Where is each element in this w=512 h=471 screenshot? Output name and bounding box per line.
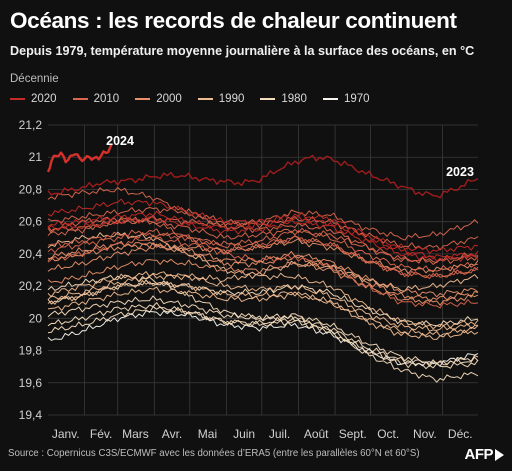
series-line-1985	[47, 302, 479, 370]
chart-title: Océans : les records de chaleur continue…	[10, 8, 457, 33]
series-line-1983	[47, 274, 479, 383]
legend-label: 2020	[31, 93, 57, 105]
x-tick-label: Oct.	[377, 427, 399, 441]
series-line-1991	[47, 280, 479, 340]
x-tick-label: Juin	[233, 427, 255, 441]
legend-label: 2000	[156, 93, 182, 105]
x-tick-label: Nov.	[413, 427, 437, 441]
series-line-2016	[47, 186, 479, 265]
y-tick-label: 19,8	[19, 344, 43, 358]
legend-title: Décennie	[10, 73, 59, 85]
y-tick-label: 20,6	[19, 215, 43, 229]
x-tick-label: Avr.	[162, 427, 182, 441]
x-tick-label: Déc.	[448, 427, 473, 441]
legend-swatch	[197, 98, 213, 100]
legend: 2020 2010 2000 1990 1980 1970	[10, 91, 505, 107]
annotation-2023: 2023	[446, 165, 474, 179]
legend-swatch	[72, 98, 88, 100]
afp-logo-mark-icon	[495, 448, 504, 461]
series-line-2010	[47, 216, 479, 309]
legend-label: 1980	[281, 93, 307, 105]
series-line-2018	[47, 228, 479, 279]
legend-swatch	[322, 98, 338, 100]
series-line-2012	[47, 234, 479, 279]
series-line-1998	[47, 231, 479, 330]
source-note: Source : Copernicus C3S/ECMWF avec les d…	[8, 448, 420, 459]
legend-item-1990: 1990	[197, 93, 245, 105]
series-line-2020	[47, 198, 479, 254]
y-tick-label: 20,4	[19, 247, 43, 261]
x-tick-label: Juil.	[269, 427, 290, 441]
afp-logo-text: AFP	[464, 446, 494, 463]
series-line-1988	[47, 295, 479, 366]
x-tick-label: Janv.	[52, 427, 80, 441]
series-line-1981	[47, 306, 479, 367]
legend-label: 1970	[343, 93, 370, 105]
series-line-2009	[47, 238, 479, 274]
series-line-1987	[47, 279, 479, 327]
series-line-2001	[47, 258, 479, 306]
series-line-1979	[47, 310, 479, 367]
x-tick-label: Mars	[122, 427, 149, 441]
y-tick-label: 19,4	[19, 408, 43, 422]
x-tick-label: Fév.	[90, 427, 112, 441]
legend-label: 2010	[93, 93, 120, 105]
y-tick-label: 19,6	[19, 376, 43, 390]
chart-subtitle: Depuis 1979, température moyenne journal…	[10, 44, 475, 58]
legend-item-1970: 1970	[322, 93, 370, 105]
afp-logo: AFP	[464, 446, 504, 463]
y-tick-label: 20	[29, 311, 43, 325]
series-line-2022	[47, 210, 479, 260]
y-tick-label: 20,8	[19, 182, 43, 196]
legend-item-2020: 2020	[10, 93, 57, 105]
series-line-2024	[46, 143, 113, 173]
legend-swatch	[135, 98, 151, 100]
series-line-2023	[47, 154, 479, 199]
legend-swatch	[260, 98, 276, 100]
legend-label: 1990	[218, 93, 245, 105]
annotation-2024: 2024	[106, 134, 134, 148]
series-line-2003	[47, 240, 479, 303]
x-tick-label: Sept.	[339, 427, 367, 441]
y-tick-label: 20,2	[19, 279, 43, 293]
x-tick-label: Août	[304, 427, 329, 441]
series-line-2005	[47, 241, 479, 298]
series-line-1993	[47, 286, 479, 337]
legend-swatch	[10, 98, 25, 100]
series-line-1995	[47, 271, 479, 332]
legend-item-2010: 2010	[72, 93, 120, 105]
y-tick-label: 21	[29, 150, 43, 164]
legend-item-2000: 2000	[135, 93, 182, 105]
y-tick-label: 21,2	[19, 118, 43, 132]
series-line-2015	[47, 209, 479, 241]
series-line-1997	[47, 260, 479, 301]
legend-item-1980: 1980	[260, 93, 307, 105]
x-tick-label: Mai	[198, 427, 217, 441]
